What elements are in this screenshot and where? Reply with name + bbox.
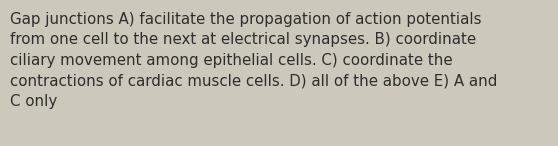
Text: Gap junctions A) facilitate the propagation of action potentials
from one cell t: Gap junctions A) facilitate the propagat… — [10, 12, 497, 109]
